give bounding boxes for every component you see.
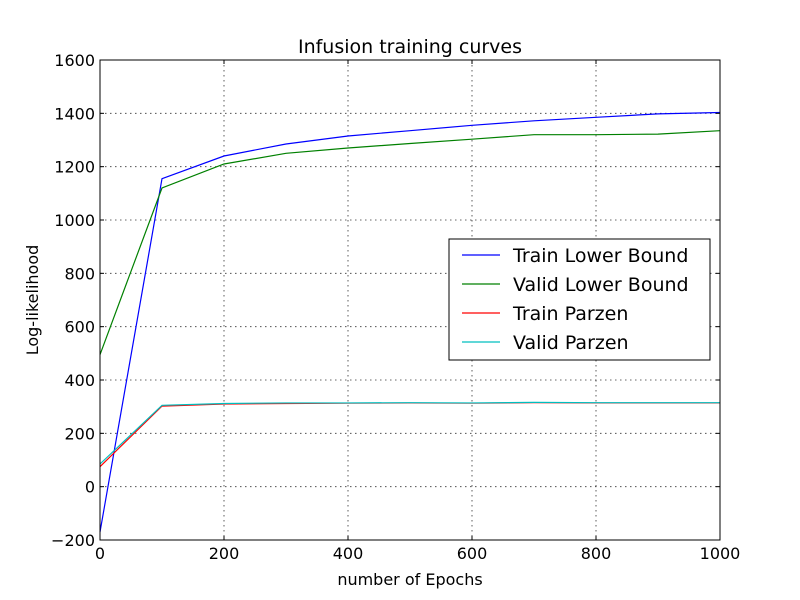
x-tick-label: 600 — [457, 544, 488, 563]
x-tick-label: 800 — [581, 544, 612, 563]
series-lines — [99, 111, 721, 533]
y-tick-label: 1200 — [54, 158, 95, 177]
y-tick-label: 0 — [85, 478, 95, 497]
y-tick-label: 1000 — [54, 211, 95, 230]
legend-label-valid-lower-bound: Valid Lower Bound — [513, 274, 689, 296]
y-axis-label: Log-likelihood — [23, 245, 42, 356]
legend-box — [448, 238, 711, 361]
legend-item-valid-parzen: Valid Parzen — [462, 332, 629, 354]
y-tick-label: 200 — [64, 424, 95, 443]
legend-label-valid-parzen: Valid Parzen — [513, 332, 629, 354]
y-tick-label: 1400 — [54, 104, 95, 123]
x-tick-label: 1000 — [700, 544, 741, 563]
y-tick-label: 1600 — [54, 51, 95, 70]
y-tick-label: 800 — [64, 264, 95, 283]
series-line-valid-parzen — [99, 401, 720, 465]
y-tick-label: −200 — [51, 531, 95, 550]
legend-item-valid-lower-bound: Valid Lower Bound — [462, 274, 689, 296]
x-tick-label: 0 — [95, 544, 105, 563]
x-tick-label: 200 — [209, 544, 240, 563]
series-line-train-lower-bound — [99, 111, 721, 533]
legend-item-train-lower-bound: Train Lower Bound — [462, 245, 688, 267]
x-tick-label: 400 — [333, 544, 364, 563]
y-tick-label: 400 — [64, 371, 95, 390]
axis-ticks: 0 200 400 600 800 1000−2000200400600800100012… — [51, 51, 740, 563]
legend-label-train-lower-bound: Train Lower Bound — [512, 245, 688, 267]
y-tick-label: 600 — [64, 318, 95, 337]
chart-title: Infusion training curves — [298, 36, 522, 58]
plot-frame — [99, 59, 721, 541]
x-axis-label: number of Epochs — [337, 570, 482, 589]
legend: Train Lower Bound Valid Lower Bound Trai… — [448, 238, 711, 361]
legend-item-train-parzen: Train Parzen — [462, 303, 628, 325]
series-line-valid-lower-bound — [99, 130, 721, 355]
legend-label-train-parzen: Train Parzen — [512, 303, 628, 325]
